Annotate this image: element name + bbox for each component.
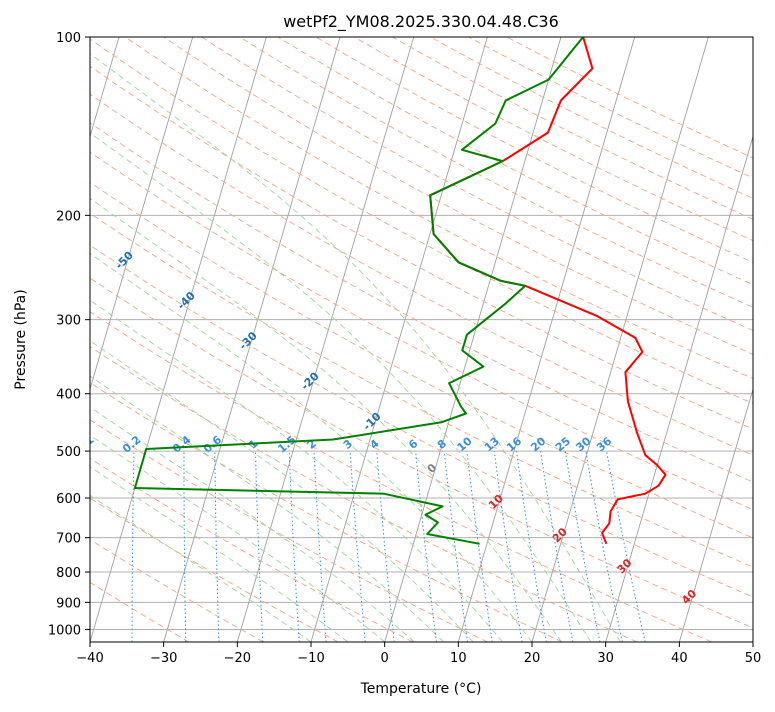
- mixing-ratio-line: [494, 451, 522, 642]
- mixing-ratio-label: 4: [367, 437, 381, 452]
- mixing-ratio-line: [314, 451, 326, 642]
- y-tick-label: 900: [56, 596, 81, 611]
- x-tick-label: −40: [76, 651, 103, 666]
- x-axis: −40 −30 −20 −10 0 10 20 30 40 50: [76, 642, 761, 666]
- isotherm-line: [532, 37, 708, 642]
- moist-adiabat-line: [68, 37, 621, 642]
- moist-adiabat-line: [0, 37, 385, 642]
- x-tick-label: 40: [671, 651, 688, 666]
- mixing-ratio-label: 0.4: [170, 433, 194, 456]
- y-tick-label: 500: [56, 445, 81, 460]
- mixing-ratio-line: [444, 451, 467, 642]
- dry-adiabat-label: 30: [615, 556, 635, 576]
- x-tick-label: 50: [745, 651, 762, 666]
- y-tick-label: 800: [56, 566, 81, 581]
- mixing-ratio-line: [467, 451, 492, 642]
- isotherm-line: [606, 37, 775, 642]
- dry-adiabat-line: [49, 37, 775, 642]
- x-tick-label: 10: [450, 651, 467, 666]
- y-tick-label: 100: [56, 31, 81, 46]
- dry-adiabat-line: [469, 37, 775, 642]
- mixing-ratio-label: 6: [406, 437, 420, 452]
- y-tick-label: 200: [56, 209, 81, 224]
- y-axis: 100 200 300 400 500 600 700 800 900 1000: [48, 31, 90, 638]
- dry-adiabat-line: [507, 37, 775, 642]
- dry-adiabat-line: [431, 37, 775, 642]
- isotherm-line: [385, 37, 561, 642]
- y-tick-label: 700: [56, 532, 81, 547]
- isotherm-label: -30: [237, 329, 260, 352]
- isotherm-label: -50: [113, 249, 136, 272]
- chart-title: wetPf2_YM08.2025.330.04.48.C36: [283, 12, 559, 32]
- dry-adiabat-line: [0, 37, 712, 642]
- mixing-ratio-line: [416, 451, 437, 642]
- dry-adiabat-line: [125, 37, 775, 642]
- background-lines: [0, 37, 775, 642]
- x-tick-label: −20: [224, 651, 251, 666]
- x-tick-label: 30: [597, 651, 614, 666]
- moist-adiabat-line: [0, 37, 348, 642]
- isotherm-line: [753, 37, 775, 642]
- x-tick-label: −30: [150, 651, 177, 666]
- isotherm-line: [16, 37, 192, 642]
- dry-adiabat-line: [278, 37, 775, 642]
- mixing-ratio-line: [377, 451, 394, 642]
- moist-adiabat-line: [0, 37, 414, 642]
- x-tick-label: −10: [297, 651, 324, 666]
- mixing-ratio-label: 3: [341, 437, 355, 452]
- x-tick-label: 20: [524, 651, 541, 666]
- moist-adiabat-line: [0, 37, 444, 642]
- y-tick-label: 600: [56, 492, 81, 507]
- mixing-ratio-line: [82, 451, 87, 642]
- moist-adiabat-line: [0, 37, 473, 642]
- dewpoint-line: [135, 37, 583, 544]
- isotherm-label: -70: [0, 168, 12, 191]
- dry-adiabat-line: [0, 37, 637, 642]
- dry-adiabat-label: 40: [679, 587, 699, 607]
- x-tick-label: 0: [381, 651, 389, 666]
- x-axis-title: Temperature (°C): [360, 681, 482, 697]
- y-axis-title: Pressure (hPa): [13, 289, 29, 389]
- y-tick-label: 1000: [48, 623, 81, 638]
- dry-adiabat-line: [240, 37, 775, 642]
- isotherm-label: -10: [360, 410, 383, 433]
- mixing-ratio-label: 0.2: [120, 433, 143, 455]
- y-tick-label: 400: [56, 388, 81, 403]
- mixing-ratio-line: [132, 451, 134, 642]
- dry-adiabat-label: 10: [486, 492, 506, 512]
- mixing-ratio-label: 8: [435, 437, 449, 452]
- isotherm-label: -20: [299, 369, 322, 392]
- mixing-ratio-line: [215, 451, 219, 642]
- isotherm-line: [458, 37, 634, 642]
- dry-adiabat-line: [0, 37, 338, 642]
- isotherm-label: -40: [175, 289, 198, 312]
- mixing-ratio-line: [565, 451, 600, 642]
- dry-adiabat-label: 0: [425, 461, 440, 476]
- background-labels: 0.10.20.40.611.52346810131620253036-100-…: [0, 44, 699, 607]
- mixing-ratio-line: [541, 451, 573, 642]
- y-tick-label: 300: [56, 314, 81, 329]
- dry-adiabat-line: [392, 37, 775, 642]
- moist-adiabat-line: [0, 37, 591, 642]
- dry-adiabat-line: [354, 37, 775, 642]
- mixing-ratio-label: 2: [305, 437, 319, 452]
- mixing-ratio-line: [256, 451, 263, 642]
